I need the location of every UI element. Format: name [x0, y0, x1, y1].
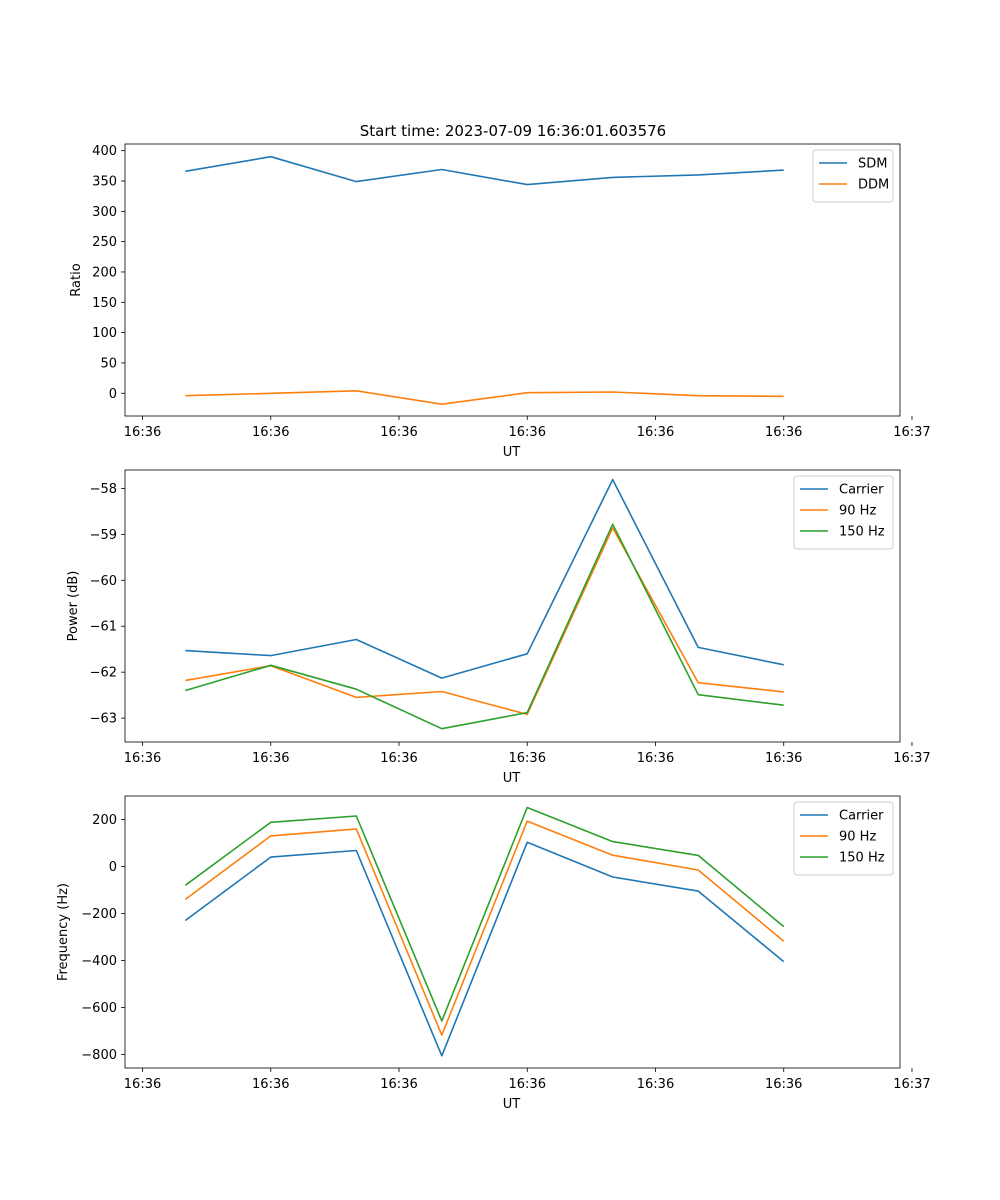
y-tick-label: −63	[90, 712, 117, 727]
y-tick-label: −200	[81, 907, 117, 922]
y-tick-label: −59	[90, 528, 117, 543]
x-tick-label: 16:36	[252, 1077, 289, 1092]
y-tick-label: 200	[92, 813, 117, 828]
legend-label: 90 Hz	[839, 504, 876, 519]
legend-label: SDM	[858, 157, 887, 172]
x-axis-label: UT	[503, 771, 521, 786]
x-tick-label: 16:37	[893, 1077, 930, 1092]
x-tick-label: 16:37	[893, 751, 930, 766]
axes-frame	[124, 143, 901, 417]
x-tick-label: 16:36	[509, 1077, 546, 1092]
axes-frame	[124, 795, 901, 1069]
x-axis-label: UT	[503, 1097, 521, 1112]
y-tick-label: 0	[109, 387, 117, 402]
y-axis-label: Frequency (Hz)	[56, 883, 71, 981]
chart-3: 16:36 16:36 16:36 16:36 16:36 16:36 16:37 −800 −…	[56, 795, 931, 1112]
x-tick-label: 16:36	[124, 751, 161, 766]
y-tick-label: −60	[90, 574, 117, 589]
x-tick-label: 16:36	[765, 425, 802, 440]
x-tick-label: 16:36	[124, 425, 161, 440]
y-tick-label: −400	[81, 954, 117, 969]
y-tick-label: 100	[92, 326, 117, 341]
legend: Carrier 90 Hz 150 Hz	[793, 475, 894, 550]
x-tick-label: 16:36	[637, 751, 674, 766]
y-tick-label: 300	[92, 205, 117, 220]
y-tick-label: −61	[90, 620, 117, 635]
legend-label: 90 Hz	[839, 830, 876, 845]
series-line-150-hz	[184, 806, 785, 1022]
x-tick-label: 16:36	[252, 751, 289, 766]
x-tick-label: 16:36	[637, 1077, 674, 1092]
x-tick-label: 16:36	[509, 425, 546, 440]
y-tick-label: 150	[92, 296, 117, 311]
chart-1: 16:36 16:36 16:36 16:36 16:36 16:36 16:37 0 50 10…	[69, 143, 931, 460]
legend-label: 150 Hz	[839, 525, 885, 540]
legend: SDM DDM	[812, 149, 894, 203]
x-axis-label: UT	[503, 445, 521, 460]
y-axis-label: Power (dB)	[66, 571, 81, 642]
legend-label: 150 Hz	[839, 851, 885, 866]
series-line-90-hz	[185, 527, 784, 716]
x-tick-label: 16:36	[509, 751, 546, 766]
series-line-90-hz	[184, 820, 785, 1036]
x-tick-label: 16:36	[124, 1077, 161, 1092]
y-tick-label: 250	[92, 235, 117, 250]
x-tick-label: 16:36	[765, 1077, 802, 1092]
series-line-sdm	[185, 155, 784, 186]
x-tick-label: 16:36	[637, 425, 674, 440]
y-tick-label: 50	[100, 356, 117, 371]
legend: Carrier 90 Hz 150 Hz	[793, 801, 894, 876]
y-tick-label: −600	[81, 1001, 117, 1016]
figure-title: Start time: 2023-07-09 16:36:01.603576	[360, 122, 666, 140]
x-tick-label: 16:36	[380, 1077, 417, 1092]
x-tick-label: 16:36	[765, 751, 802, 766]
chart-2: 16:36 16:36 16:36 16:36 16:36 16:36 16:37 −63 −6…	[66, 469, 931, 786]
x-tick-label: 16:36	[380, 751, 417, 766]
y-tick-label: 400	[92, 144, 117, 159]
legend-label: Carrier	[839, 483, 884, 498]
legend-label: DDM	[858, 178, 889, 193]
y-tick-label: −62	[90, 666, 117, 681]
y-axis-label: Ratio	[69, 263, 84, 296]
y-tick-label: 200	[92, 265, 117, 280]
y-tick-label: −800	[81, 1048, 117, 1063]
y-tick-label: −58	[90, 482, 117, 497]
axes-frame	[124, 469, 901, 743]
x-tick-label: 16:36	[252, 425, 289, 440]
x-tick-label: 16:36	[380, 425, 417, 440]
series-line-carrier	[184, 841, 785, 1057]
y-tick-label: 0	[109, 860, 117, 875]
legend-label: Carrier	[839, 809, 884, 824]
series-line-carrier	[185, 478, 784, 679]
y-tick-label: 350	[92, 174, 117, 189]
series-line-ddm	[185, 389, 784, 406]
series-line-150-hz	[185, 523, 784, 730]
x-tick-label: 16:37	[893, 425, 930, 440]
